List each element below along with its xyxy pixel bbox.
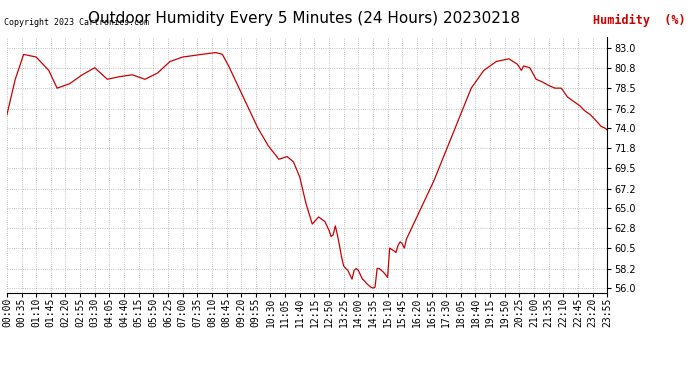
Text: Copyright 2023 Cartronics.com: Copyright 2023 Cartronics.com bbox=[4, 18, 149, 27]
Text: Humidity  (%): Humidity (%) bbox=[593, 14, 685, 27]
Text: Outdoor Humidity Every 5 Minutes (24 Hours) 20230218: Outdoor Humidity Every 5 Minutes (24 Hou… bbox=[88, 11, 520, 26]
